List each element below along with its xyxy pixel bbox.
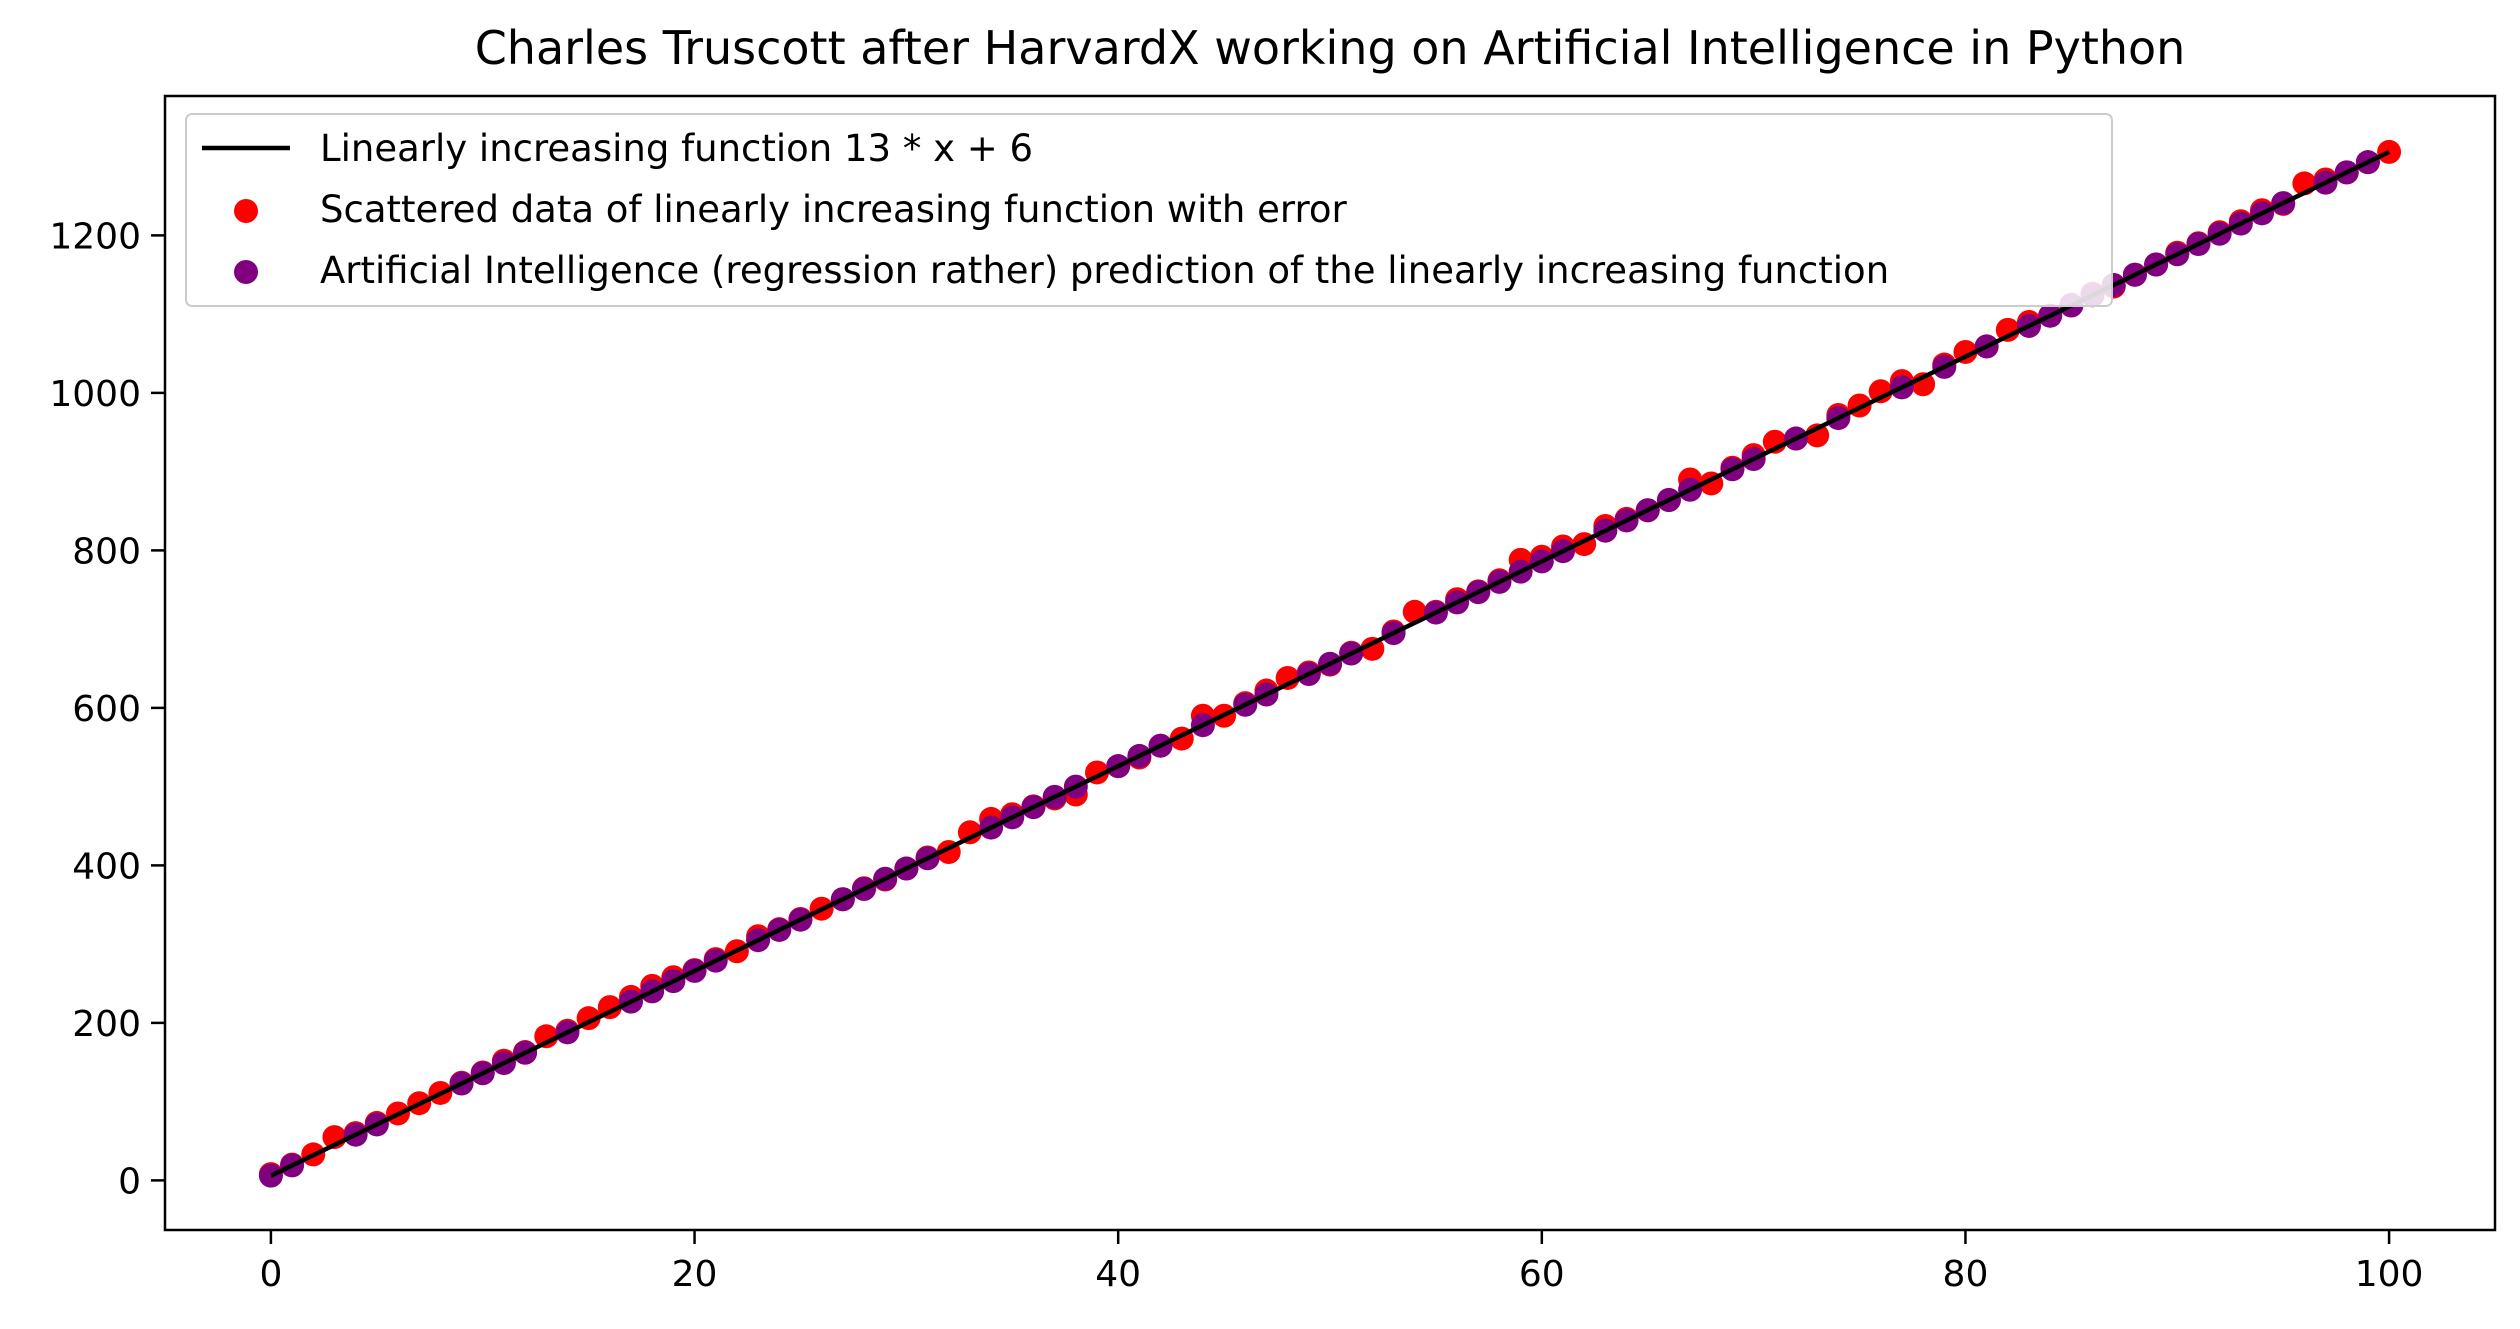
x-tick-label-80: 80 <box>1943 1254 1989 1295</box>
trend-line <box>269 149 2391 1178</box>
legend-label-3: Artificial Intelligence (regression rath… <box>320 249 1889 292</box>
legend-label-1: Linearly increasing function 13 * x + 6 <box>320 127 1033 170</box>
y-tick-label-600: 600 <box>72 689 141 730</box>
y-tick-label-1000: 1000 <box>49 374 141 415</box>
x-tick-label-60: 60 <box>1519 1254 1565 1295</box>
error-point-82 <box>1995 317 2020 342</box>
y-tick-label-200: 200 <box>72 1004 141 1045</box>
legend-box <box>185 113 2113 307</box>
y-tick-label-800: 800 <box>72 531 141 572</box>
error-point-76 <box>1868 379 1893 404</box>
plot-frame <box>163 94 2497 1232</box>
scatter-series-prediction <box>258 150 2380 1188</box>
error-point-48 <box>1275 665 1300 690</box>
y-tick-label-1200: 1200 <box>49 216 141 257</box>
y-tick-label-0: 0 <box>118 1161 141 1202</box>
y-tick-label-400: 400 <box>72 846 141 887</box>
legend: Linearly increasing function 13 * x + 6 S… <box>185 113 2113 307</box>
legend-prediction-marker <box>234 260 258 284</box>
error-point-100 <box>2377 139 2402 164</box>
legend-label-2: Scattered data of linearly increasing fu… <box>320 188 1348 231</box>
x-tick-label-40: 40 <box>1095 1254 1141 1295</box>
error-point-13 <box>534 1024 559 1049</box>
plot-area <box>258 139 2402 1188</box>
chart-title: Charles Truscott after HarvardX working … <box>475 21 2186 75</box>
x-tick-label-20: 20 <box>672 1254 718 1295</box>
legend-error-marker <box>234 199 258 223</box>
x-tick-label-100: 100 <box>2355 1254 2424 1295</box>
x-tick-label-0: 0 <box>259 1254 282 1295</box>
